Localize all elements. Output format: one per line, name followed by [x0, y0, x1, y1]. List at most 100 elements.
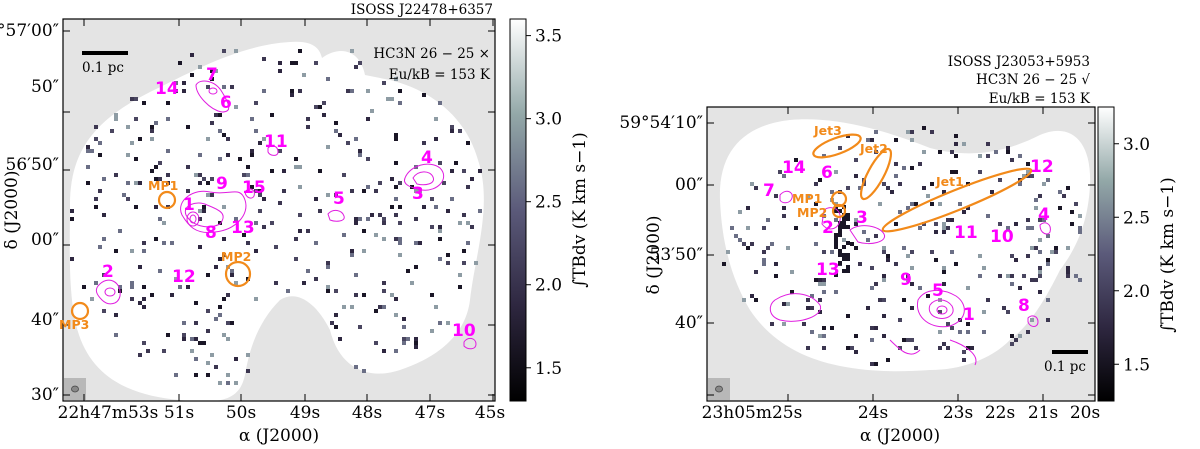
emission-pixel — [978, 154, 982, 158]
emission-pixel — [1030, 278, 1034, 282]
emission-pixel — [938, 310, 942, 314]
emission-pixel — [194, 321, 198, 325]
emission-pixel — [790, 270, 794, 274]
emission-pixel — [722, 262, 726, 266]
emission-pixel — [262, 225, 266, 229]
emission-pixel — [242, 173, 246, 177]
emission-pixel — [226, 153, 230, 157]
emission-pixel — [1006, 226, 1010, 230]
emission-pixel — [70, 217, 74, 221]
emission-pixel — [874, 362, 878, 366]
panel-b-x-title: α (J2000) — [860, 426, 940, 446]
emission-pixel — [1038, 274, 1042, 278]
emission-pixel — [1050, 250, 1054, 254]
emission-pixel — [818, 178, 822, 182]
emission-pixel — [302, 281, 306, 285]
emission-pixel — [982, 266, 986, 270]
emission-pixel — [98, 245, 102, 249]
emission-pixel — [250, 185, 254, 189]
emission-pixel — [362, 189, 366, 193]
emission-pixel — [1026, 218, 1030, 222]
emission-pixel — [898, 210, 902, 214]
emission-pixel — [358, 325, 362, 329]
emission-pixel — [822, 290, 826, 294]
emission-pixel — [1038, 270, 1042, 274]
emission-pixel — [190, 53, 194, 57]
emission-pixel — [130, 281, 134, 285]
emission-pixel — [438, 321, 442, 325]
emission-pixel — [326, 289, 330, 293]
emission-pixel — [830, 250, 834, 254]
emission-pixel — [886, 186, 890, 190]
emission-pixel — [1046, 262, 1050, 266]
emission-pixel — [90, 149, 94, 153]
emission-pixel — [1030, 226, 1034, 230]
emission-pixel — [86, 181, 90, 185]
emission-pixel — [406, 269, 410, 273]
emission-pixel — [962, 350, 966, 354]
emission-pixel — [822, 346, 826, 350]
emission-pixel — [1066, 246, 1070, 250]
emission-pixel — [1006, 146, 1010, 150]
emission-pixel — [306, 125, 310, 129]
emission-pixel — [270, 169, 274, 173]
emission-pixel — [462, 213, 466, 217]
emission-pixel — [910, 138, 914, 142]
emission-pixel — [854, 350, 858, 354]
emission-pixel — [882, 314, 886, 318]
emission-pixel — [1018, 286, 1022, 290]
emission-pixel — [462, 169, 466, 173]
emission-pixel — [390, 97, 394, 101]
emission-pixel — [114, 117, 118, 121]
emission-pixel — [214, 113, 218, 117]
emission-pixel — [738, 210, 742, 214]
emission-pixel — [950, 250, 954, 254]
emission-pixel — [206, 85, 210, 89]
emission-pixel — [1034, 278, 1038, 282]
emission-pixel — [418, 241, 422, 245]
emission-pixel — [394, 237, 398, 241]
emission-pixel — [986, 214, 990, 218]
emission-pixel — [918, 226, 922, 230]
emission-pixel — [186, 125, 190, 129]
emission-pixel — [834, 170, 838, 174]
panel-a-colorbar-title: ∫TBdv (K km s−1) — [570, 132, 590, 288]
emission-pixel — [254, 129, 258, 133]
emission-pixel — [366, 89, 370, 93]
emission-pixel — [398, 237, 402, 241]
x-tick-label: 22s — [985, 403, 1015, 423]
emission-pixel — [434, 117, 438, 121]
emission-pixel — [1058, 190, 1062, 194]
emission-pixel — [438, 225, 442, 229]
emission-pixel — [1022, 174, 1026, 178]
emission-pixel — [298, 185, 302, 189]
emission-pixel — [226, 321, 230, 325]
emission-pixel — [126, 125, 130, 129]
emission-pixel — [150, 129, 154, 133]
emission-pixel — [1014, 222, 1018, 226]
emission-pixel — [434, 305, 438, 309]
emission-pixel — [438, 229, 442, 233]
emission-pixel — [202, 205, 206, 209]
emission-pixel — [946, 346, 950, 350]
emission-pixel — [278, 201, 282, 205]
core-label: 13 — [816, 260, 840, 280]
emission-pixel — [842, 238, 846, 242]
emission-pixel — [762, 226, 766, 230]
emission-pixel — [394, 349, 398, 353]
emission-pixel — [834, 209, 838, 213]
emission-pixel — [830, 190, 834, 194]
emission-pixel — [814, 222, 818, 226]
emission-pixel — [734, 234, 738, 238]
emission-pixel — [790, 290, 794, 294]
emission-pixel — [382, 217, 386, 221]
emission-pixel — [190, 337, 194, 341]
emission-pixel — [390, 205, 394, 209]
emission-pixel — [222, 49, 226, 53]
emission-pixel — [210, 193, 214, 197]
emission-pixel — [382, 221, 386, 225]
emission-pixel — [854, 222, 858, 226]
emission-pixel — [154, 177, 158, 181]
emission-pixel — [354, 293, 358, 297]
